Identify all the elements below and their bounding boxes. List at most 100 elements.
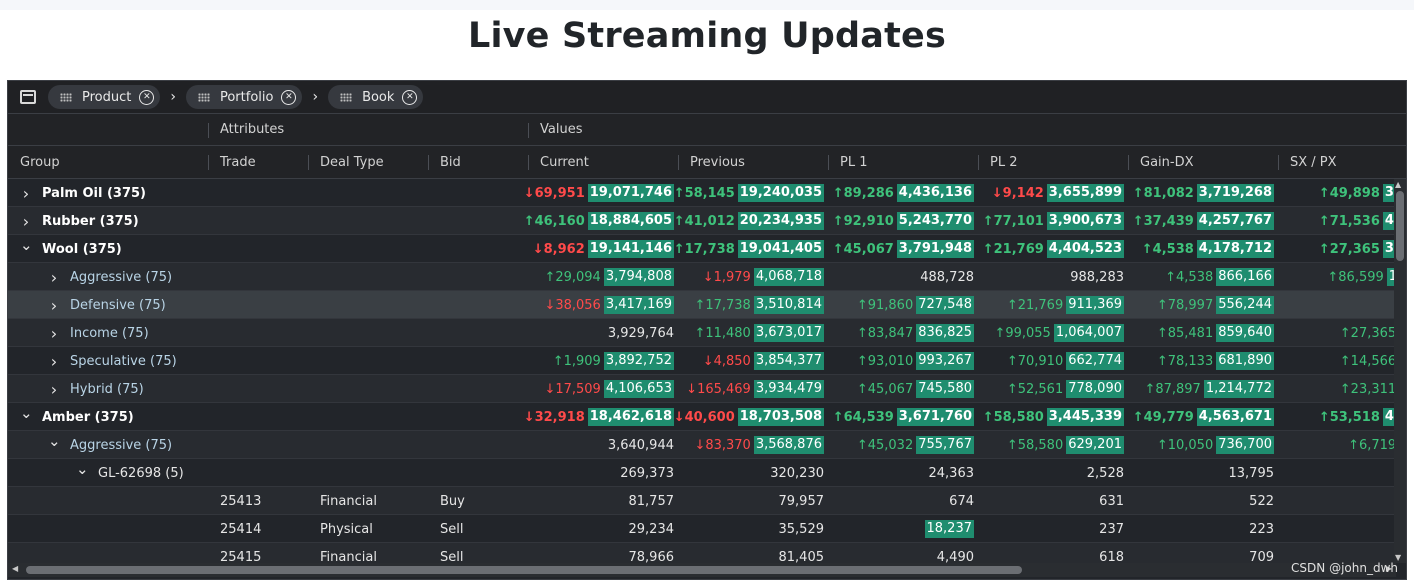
header-group-attributes[interactable]: Attributes <box>208 114 528 145</box>
current-cell: 78,966 <box>629 543 675 564</box>
chevron-right-icon[interactable]: › <box>50 295 58 315</box>
table-row[interactable]: 25414 Physical Sell 29,234 35,529 18,237 237 22… <box>8 515 1396 543</box>
arrow-up-icon: ↑46,160 <box>523 213 585 229</box>
chevron-right-icon[interactable]: › <box>50 323 58 343</box>
pl2-cell: ↑70,910 662,774 <box>1007 347 1124 375</box>
header-gain-dx[interactable]: Gain-DX <box>1128 146 1278 178</box>
table-row[interactable]: 25415 Financial Sell 78,966 81,405 4,490 618 70… <box>8 543 1396 563</box>
header-sx-px[interactable]: SX / PX <box>1278 146 1406 178</box>
arrow-up-icon: ↑21,769 <box>1006 297 1064 313</box>
group-row[interactable]: ⌄ Aggressive (75) 3,640,944 ↓83,370 3,568,87… <box>8 431 1396 459</box>
arrow-up-icon: ↑87,897 <box>1144 381 1201 397</box>
arrow-up-icon: ↑77,101 <box>982 213 1044 229</box>
arrow-up-icon: ↑27,365 <box>1339 325 1396 341</box>
previous-cell: ↓83,370 3,568,876 <box>694 431 824 459</box>
drag-handle-icon[interactable] <box>197 92 210 102</box>
table-row[interactable]: 25413 Financial Buy 81,757 79,957 674 631 522 <box>8 487 1396 515</box>
group-label: GL-62698 (5) <box>98 465 184 481</box>
cell-value: 662,774 <box>1066 352 1124 370</box>
remove-group-icon[interactable]: ✕ <box>281 89 297 105</box>
remove-group-icon[interactable]: ✕ <box>139 89 155 105</box>
header-pl2[interactable]: PL 2 <box>978 146 1128 178</box>
deal-type-cell: Financial <box>320 493 377 509</box>
header-group[interactable]: Group <box>8 146 208 178</box>
group-label: Aggressive (75) <box>70 437 173 453</box>
group-row[interactable]: ⌄ Wool (375) ↓8,962 19,141,146 ↑17,738 19,041… <box>8 235 1396 263</box>
bid-cell: Sell <box>440 549 464 564</box>
cell-value: 13,795 <box>1228 465 1275 481</box>
chevron-right-icon[interactable]: › <box>50 379 58 399</box>
arrow-up-icon: ↑58,145 <box>673 185 735 201</box>
remove-group-icon[interactable]: ✕ <box>402 89 418 105</box>
horizontal-scrollbar[interactable]: ◀ ▶ <box>8 563 1396 577</box>
group-cell: ⌄ Wool (375) <box>20 235 122 263</box>
cell-value: 745,580 <box>916 380 974 398</box>
vertical-scroll-thumb[interactable] <box>1396 191 1404 261</box>
current-cell: 81,757 <box>629 487 675 515</box>
arrow-up-icon: ↑91,860 <box>856 297 914 313</box>
scroll-left-icon[interactable]: ◀ <box>12 564 19 573</box>
chevron-right-icon[interactable]: › <box>22 183 30 203</box>
scroll-down-icon[interactable]: ▼ <box>1395 553 1402 562</box>
chevron-down-icon[interactable]: ⌄ <box>20 404 33 422</box>
group-pill-book[interactable]: Book ✕ <box>328 85 424 109</box>
sx-px-cell: ↑27,365762 <box>1340 319 1396 347</box>
pl2-cell: 988,283 <box>1070 263 1124 291</box>
header-group-label: Attributes <box>220 122 285 137</box>
group-cell: ⌄ GL-62698 (5) <box>76 459 184 487</box>
pl2-cell: ↑21,769 911,369 <box>1007 291 1124 319</box>
chevron-down-icon[interactable]: ⌄ <box>48 432 61 450</box>
previous-cell: ↑11,480 3,673,017 <box>694 319 824 347</box>
horizontal-scroll-thumb[interactable] <box>26 566 1022 574</box>
top-strip <box>0 0 1414 10</box>
group-row[interactable]: › Aggressive (75) ↑29,094 3,794,808 ↓1,979 4,… <box>8 263 1396 291</box>
sx-px-cell: ↑14,566683 <box>1340 347 1396 375</box>
arrow-up-icon: ↑37,439 <box>1132 213 1194 229</box>
cell-value: 3,840 <box>1382 184 1396 202</box>
chevron-down-icon[interactable]: ⌄ <box>76 460 89 478</box>
arrow-down-icon: ↓38,056 <box>544 297 601 313</box>
group-pill-product[interactable]: Product ✕ <box>48 85 161 109</box>
pl1-cell: ↑91,860 727,548 <box>857 291 974 319</box>
drag-handle-icon[interactable] <box>340 92 353 102</box>
header-group-values[interactable]: Values <box>528 114 1406 145</box>
group-row[interactable]: › Hybrid (75) ↓17,509 4,106,653 ↓165,469 3,93… <box>8 375 1396 403</box>
scroll-up-icon[interactable]: ▲ <box>1395 180 1402 189</box>
chevron-right-icon[interactable]: › <box>50 351 58 371</box>
header-label: Group <box>20 154 60 170</box>
gain-dx-cell: ↑10,050 736,700 <box>1157 431 1274 459</box>
group-label: Aggressive (75) <box>70 269 173 285</box>
previous-cell: ↓40,600 18,703,508 <box>674 403 824 431</box>
arrow-up-icon: ↑52,561 <box>1006 381 1064 397</box>
chevron-right-icon[interactable]: › <box>50 267 58 287</box>
arrow-up-icon: ↑78,997 <box>1156 297 1214 313</box>
group-row[interactable]: › Rubber (375) ↑46,160 18,884,605 ↑41,012 20,… <box>8 207 1396 235</box>
header-previous[interactable]: Previous <box>678 146 828 178</box>
group-pill-portfolio[interactable]: Portfolio ✕ <box>185 85 303 109</box>
pl1-cell: ↑45,067 745,580 <box>857 375 974 403</box>
chevron-right-icon[interactable]: › <box>22 211 30 231</box>
previous-cell: ↑41,012 20,234,935 <box>674 207 824 235</box>
scroll-right-icon[interactable]: ▶ <box>1385 564 1392 573</box>
group-row[interactable]: › Speculative (75) ↑1,909 3,892,752 ↓4,850 3,… <box>8 347 1396 375</box>
header-pl1[interactable]: PL 1 <box>828 146 978 178</box>
drag-handle-icon[interactable] <box>60 92 72 102</box>
group-row[interactable]: ⌄ Amber (375) ↓32,918 18,462,618 ↓40,600 18,7… <box>8 403 1396 431</box>
header-bid[interactable]: Bid <box>428 146 528 178</box>
header-current[interactable]: Current <box>528 146 678 178</box>
previous-cell: ↓1,979 4,068,718 <box>703 263 824 291</box>
header-deal-type[interactable]: Deal Type <box>308 146 428 178</box>
group-row[interactable]: › Income (75) 3,929,764 ↑11,480 3,673,017 ↑83… <box>8 319 1396 347</box>
chevron-down-icon[interactable]: ⌄ <box>20 236 33 254</box>
group-row[interactable]: › Defensive (75) ↓38,056 3,417,169 ↑17,738 3,… <box>8 291 1396 319</box>
header-trade[interactable]: Trade <box>208 146 308 178</box>
cell-value: 629,201 <box>1066 436 1124 454</box>
vertical-scrollbar[interactable]: ▲ ▼ <box>1394 179 1406 563</box>
group-cell: › Income (75) <box>48 319 149 347</box>
cell-value: 3,445,339 <box>1046 408 1124 426</box>
arrow-up-icon: ↑29,094 <box>544 269 601 285</box>
cell-value: 320,230 <box>770 465 824 481</box>
group-row[interactable]: › Palm Oil (375) ↓69,951 19,071,746 ↑58,145 1… <box>8 179 1396 207</box>
group-row[interactable]: ⌄ GL-62698 (5) 269,373 320,230 24,363 2,528 13… <box>8 459 1396 487</box>
